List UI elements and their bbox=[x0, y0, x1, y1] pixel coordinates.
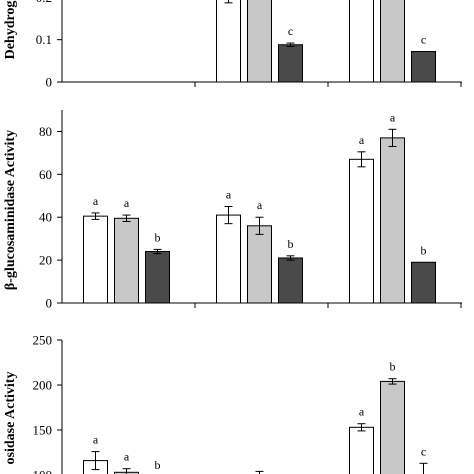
panel2-y-tick-label-4: 80 bbox=[39, 124, 52, 139]
panel1-y-tick-label-0: 0 bbox=[46, 75, 53, 90]
panel2-bar-g3-s2 bbox=[380, 137, 405, 304]
panel2-sig-letter-g3-s3: b bbox=[421, 243, 427, 257]
panel3-y-tick-label-2: 200 bbox=[33, 378, 53, 393]
panel2-bar-g2-s3 bbox=[278, 257, 303, 304]
panel3-y-tick-label-0: 100 bbox=[33, 468, 53, 474]
panel3-sig-letter-g1-s2: a bbox=[124, 450, 130, 464]
panel2-bar-g2-s1 bbox=[216, 214, 241, 304]
panel3-bar-g3-s1 bbox=[349, 426, 374, 474]
panel2-sig-letter-g1-s1: a bbox=[93, 194, 99, 208]
panel1-bar-g2-s2 bbox=[247, 0, 272, 83]
panel1-y-tick-label-2: 0.2 bbox=[36, 0, 52, 5]
panel3-y-tick-label-3: 250 bbox=[33, 333, 53, 348]
panel2-bar-g1-s2 bbox=[114, 217, 139, 304]
panel3-y-axis-title: osidase Activity bbox=[3, 372, 18, 465]
panel1-bar-g3-s1 bbox=[349, 0, 374, 83]
panel1-bar-g3-s3 bbox=[411, 51, 436, 83]
panel2-sig-letter-g3-s2: a bbox=[390, 110, 396, 124]
panel2-y-tick-label-2: 40 bbox=[39, 210, 52, 225]
panel2-bar-g3-s3 bbox=[411, 261, 436, 304]
panel2-bar-g1-s1 bbox=[83, 215, 108, 304]
panel2-sig-letter-g3-s1: a bbox=[359, 133, 365, 147]
panel2-y-axis-title: β-glucosaminidase Activity bbox=[3, 130, 18, 290]
panel3-sig-letter-g3-s2: b bbox=[390, 360, 396, 374]
panel2-sig-letter-g1-s2: a bbox=[124, 196, 130, 210]
panel2-y-tick-label-3: 60 bbox=[39, 167, 52, 182]
panel2-y-tick-label-1: 20 bbox=[39, 253, 52, 268]
panel2-sig-letter-g2-s2: a bbox=[257, 198, 263, 212]
panel2-sig-letter-g2-s3: b bbox=[288, 237, 294, 251]
panel3-sig-letter-g1-s1: a bbox=[93, 433, 99, 447]
panel1-bar-g3-s2 bbox=[380, 0, 405, 83]
panel3-sig-letter-g3-s3: c bbox=[421, 444, 426, 458]
panel1-sig-letter-g2-s3: c bbox=[288, 24, 293, 38]
panel3-y-tick-label-1: 150 bbox=[33, 423, 53, 438]
panel1-sig-letter-g3-s3: c bbox=[421, 33, 426, 47]
panel2-sig-letter-g2-s1: a bbox=[226, 188, 232, 202]
panel3-sig-letter-g3-s1: a bbox=[359, 405, 365, 419]
panel2-bar-g3-s1 bbox=[349, 158, 374, 304]
panel2-y-tick-label-0: 0 bbox=[46, 296, 53, 311]
panel1-y-tick-label-1: 0.1 bbox=[36, 32, 52, 47]
panel1-bar-g2-s3 bbox=[278, 44, 303, 83]
panel1-bar-g2-s1 bbox=[216, 0, 241, 83]
panel2-bar-g2-s2 bbox=[247, 225, 272, 304]
panel1-y-axis-title: Dehydrog bbox=[3, 1, 18, 60]
panel3-bar-g3-s2 bbox=[380, 380, 405, 474]
panel2-bar-g1-s3 bbox=[145, 251, 170, 304]
panel3-sig-letter-g1-s3: b bbox=[155, 458, 161, 472]
panel2-sig-letter-g1-s3: b bbox=[155, 230, 161, 244]
